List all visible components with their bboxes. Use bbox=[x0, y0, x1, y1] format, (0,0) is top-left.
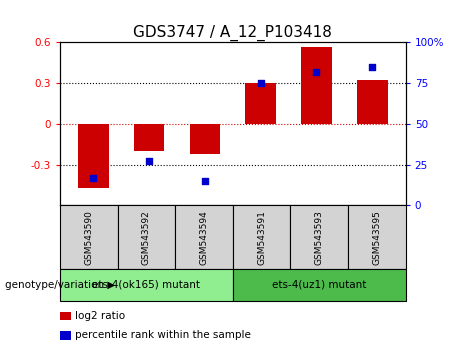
Point bbox=[90, 175, 97, 181]
Point bbox=[257, 80, 264, 86]
Text: percentile rank within the sample: percentile rank within the sample bbox=[75, 330, 251, 340]
Text: GSM543595: GSM543595 bbox=[372, 210, 381, 265]
Bar bbox=[357, 80, 388, 124]
Point bbox=[146, 159, 153, 164]
Text: GSM543591: GSM543591 bbox=[257, 210, 266, 265]
Point bbox=[368, 64, 376, 70]
Text: GSM543590: GSM543590 bbox=[84, 210, 93, 265]
Text: genotype/variation ▶: genotype/variation ▶ bbox=[5, 280, 115, 290]
Title: GDS3747 / A_12_P103418: GDS3747 / A_12_P103418 bbox=[133, 25, 332, 41]
Point bbox=[201, 178, 209, 184]
Text: ets-4(uz1) mutant: ets-4(uz1) mutant bbox=[272, 280, 366, 290]
Bar bbox=[245, 83, 276, 124]
Bar bbox=[78, 124, 109, 188]
Text: GSM543593: GSM543593 bbox=[315, 210, 324, 265]
Text: GSM543594: GSM543594 bbox=[200, 210, 208, 264]
Text: GSM543592: GSM543592 bbox=[142, 210, 151, 264]
Bar bbox=[301, 47, 332, 124]
Bar bbox=[189, 124, 220, 154]
Bar bbox=[134, 124, 165, 151]
Point bbox=[313, 69, 320, 75]
Text: log2 ratio: log2 ratio bbox=[75, 311, 125, 321]
Text: ets-4(ok165) mutant: ets-4(ok165) mutant bbox=[92, 280, 201, 290]
